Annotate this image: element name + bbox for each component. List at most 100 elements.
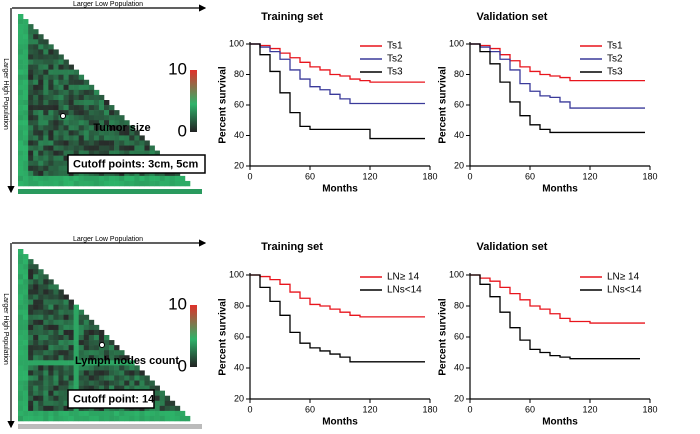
heatmap-cell xyxy=(88,89,95,96)
heatmap-cell xyxy=(83,125,90,131)
heatmap-cell xyxy=(18,24,24,30)
heatmap-cell xyxy=(63,160,69,167)
heatmap-cell xyxy=(53,160,59,167)
heatmap-cell xyxy=(33,329,39,336)
heatmap-cell xyxy=(139,145,145,151)
heatmap-cell xyxy=(139,135,145,141)
x-tick-label: 60 xyxy=(525,404,535,414)
heatmap-cell xyxy=(23,150,29,156)
heatmap-cell xyxy=(53,69,59,76)
heatmap-cell xyxy=(149,415,155,422)
heatmap-cell xyxy=(53,360,59,366)
heatmap-cell xyxy=(149,380,155,386)
heatmap-cell xyxy=(43,140,49,146)
heatmap-cell xyxy=(33,314,39,321)
heatmap-cell xyxy=(33,264,39,270)
heatmap-cell xyxy=(78,335,85,341)
heatmap-cell xyxy=(23,259,29,265)
legend-label: LN≥ 14 xyxy=(387,272,420,283)
heatmap-cell xyxy=(33,84,39,91)
heatmap-cell xyxy=(83,355,90,361)
heatmap-cell xyxy=(43,59,49,65)
heatmap-cell xyxy=(124,380,130,386)
heatmap-cell xyxy=(28,335,34,341)
heatmap-cell xyxy=(28,160,34,167)
y-tick-label: 20 xyxy=(234,393,244,403)
heatmap-cell xyxy=(134,140,140,146)
heatmap-cell xyxy=(53,395,59,402)
heatmap-cell xyxy=(23,335,29,341)
heatmap-cell xyxy=(23,170,29,177)
heatmap-cell xyxy=(48,405,54,412)
heatmap-cell xyxy=(33,360,39,366)
heatmap-cell xyxy=(18,175,24,182)
heatmap-cell xyxy=(43,350,49,356)
heatmap-cell xyxy=(48,390,54,397)
heatmap-cell xyxy=(43,289,49,295)
heatmap-cell xyxy=(58,89,64,96)
heatmap-cell xyxy=(98,410,105,417)
heatmap-cell xyxy=(73,94,80,101)
heatmap-cell xyxy=(18,355,24,361)
heatmap-cell xyxy=(43,115,49,121)
heatmap-cell xyxy=(114,350,120,356)
heatmap-cell xyxy=(33,69,39,76)
cutoff-box xyxy=(67,154,206,174)
heatmap-cell xyxy=(98,385,105,391)
heatmap-cell xyxy=(154,385,160,391)
heatmap-cell xyxy=(43,105,49,111)
y-tick-label: 100 xyxy=(229,269,244,279)
heatmap-cell xyxy=(48,345,54,351)
heatmap-cell xyxy=(23,180,29,187)
heatmap-cell xyxy=(28,79,34,86)
heatmap-cell xyxy=(28,64,34,70)
heatmap-cell xyxy=(73,175,80,182)
heatmap-cell xyxy=(68,94,74,101)
heatmap-cell xyxy=(124,410,130,417)
heatmap-cell xyxy=(139,385,145,391)
y-tick-label: 20 xyxy=(234,160,244,170)
heatmap-cell xyxy=(28,380,34,386)
heatmap-cell xyxy=(68,180,74,187)
survival-curve xyxy=(470,43,645,109)
heatmap-cell xyxy=(114,115,120,121)
heatmap-cell xyxy=(53,294,59,300)
heatmap-cell xyxy=(139,380,145,386)
heatmap-cell xyxy=(18,360,24,366)
heatmap-cell xyxy=(23,345,29,351)
colorbar-tick-label: 10 xyxy=(168,294,187,313)
heatmap-cell xyxy=(58,340,64,346)
y-tick-label: 40 xyxy=(454,362,464,372)
heatmap-cell xyxy=(38,59,44,65)
heatmap-cell xyxy=(78,410,85,417)
heatmap-cell xyxy=(33,180,39,187)
colorbar xyxy=(190,305,197,367)
heatmap-cell xyxy=(53,94,59,101)
heatmap-cell xyxy=(28,345,34,351)
heatmap-cell xyxy=(88,415,95,422)
heatmap-cell xyxy=(38,375,44,381)
y-tick-label: 80 xyxy=(454,69,464,79)
heatmap-cell xyxy=(63,165,69,172)
heatmap-cell xyxy=(48,299,54,305)
heatmap-cell xyxy=(83,340,90,346)
heatmap-cell xyxy=(78,309,85,316)
heatmap-cell xyxy=(93,345,100,351)
heatmap-cell xyxy=(93,115,100,121)
colorbar-tick-label: 0 xyxy=(178,121,187,140)
heatmap-cell xyxy=(38,304,44,311)
heatmap-cell xyxy=(174,180,181,187)
heatmap-cell xyxy=(88,150,95,156)
heatmap-cell xyxy=(38,365,44,371)
heatmap-cell xyxy=(18,410,24,417)
y-axis-label: Percent survival xyxy=(438,66,449,143)
heatmap-cell xyxy=(43,120,49,126)
heatmap-cell xyxy=(28,105,34,111)
heatmap-cell xyxy=(28,385,34,391)
heatmap-cell xyxy=(23,365,29,371)
heatmap-cell xyxy=(53,54,59,60)
heatmap-cell xyxy=(144,375,150,381)
heatmap-cell xyxy=(78,84,85,91)
heatmap-cell xyxy=(18,365,24,371)
heatmap-cell xyxy=(98,150,105,156)
